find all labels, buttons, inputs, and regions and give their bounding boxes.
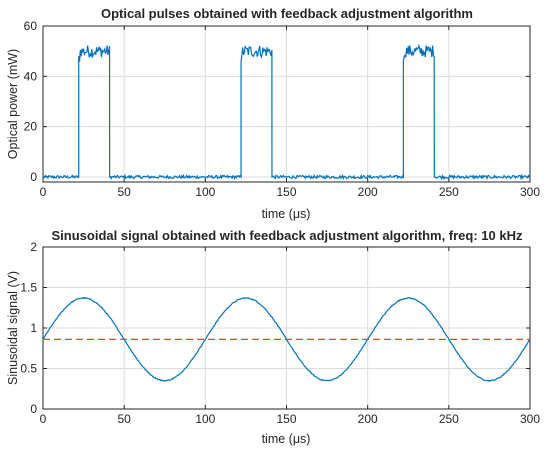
tick-marks (42, 246, 531, 410)
y-tick-label: 20 (24, 120, 38, 134)
y-tick-label: 1.5 (20, 281, 37, 295)
x-tick-label: 50 (117, 185, 131, 199)
x-tick-label: 0 (40, 185, 47, 199)
y-tick-label: 0.5 (20, 362, 37, 376)
y-axis-label: Optical power (mW) (6, 49, 20, 159)
chart-optical-pulses: Optical pulses obtained with feedback ad… (6, 6, 540, 221)
x-tick-label: 250 (439, 185, 459, 199)
tick-labels: 0 50 100 150 200 250 300 0 0.5 1 1.5 2 (20, 240, 540, 426)
series-lines (42, 296, 531, 382)
y-tick-label: 60 (24, 19, 38, 33)
y-tick-label: 1 (30, 321, 37, 335)
series-lines (42, 43, 531, 181)
x-tick-label: 100 (195, 412, 215, 426)
x-tick-label: 250 (439, 412, 459, 426)
x-tick-label: 150 (276, 412, 296, 426)
y-axis-label: Sinusoidal signal (V) (6, 271, 20, 385)
y-tick-label: 0 (30, 170, 37, 184)
x-tick-label: 150 (276, 185, 296, 199)
tick-marks (42, 25, 531, 182)
x-tick-label: 300 (520, 412, 540, 426)
x-tick-label: 50 (117, 412, 131, 426)
chart-sinusoidal-signal: Sinusoidal signal obtained with feedback… (6, 228, 540, 446)
x-tick-label: 300 (520, 185, 540, 199)
y-tick-label: 0 (30, 402, 37, 416)
x-tick-label: 200 (358, 412, 378, 426)
signal-line (42, 43, 531, 181)
x-tick-label: 200 (358, 185, 378, 199)
grid-lines (42, 25, 531, 182)
grid-lines (42, 246, 531, 410)
y-tick-label: 40 (24, 69, 38, 83)
tick-labels: 0 50 100 150 200 250 300 0 20 40 60 (24, 19, 541, 199)
x-tick-label: 0 (40, 412, 47, 426)
x-axis-label: time (μs) (262, 432, 311, 446)
chart-title: Optical pulses obtained with feedback ad… (101, 6, 473, 21)
chart-title: Sinusoidal signal obtained with feedback… (52, 228, 523, 243)
x-tick-label: 100 (195, 185, 215, 199)
x-axis-label: time (μs) (262, 207, 311, 221)
y-tick-label: 2 (30, 240, 37, 254)
